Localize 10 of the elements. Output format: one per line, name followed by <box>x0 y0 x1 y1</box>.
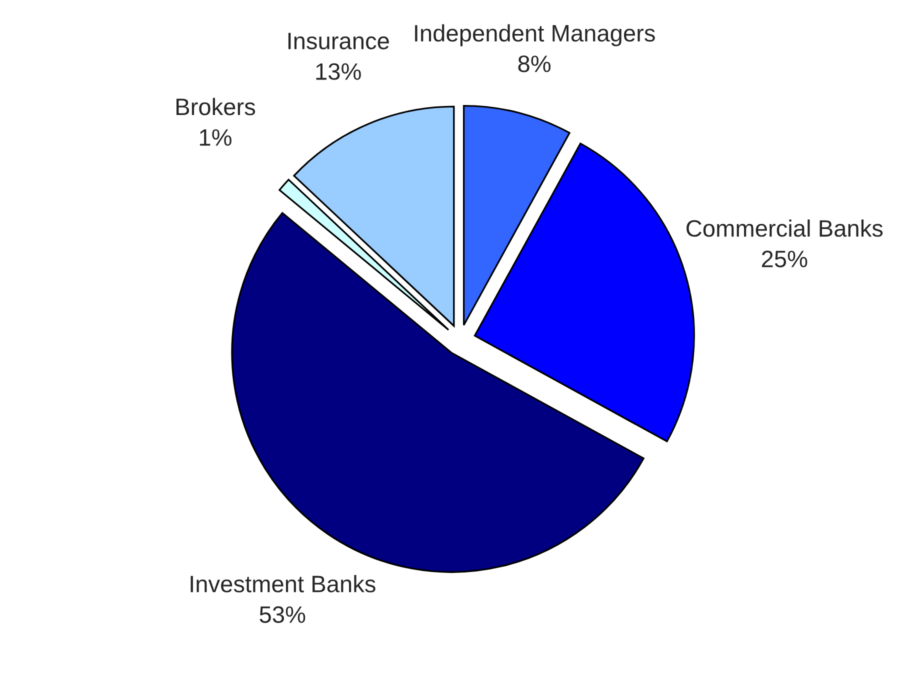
slice-label: Independent Managers <box>415 24 655 46</box>
data-label: 1% <box>200 129 232 146</box>
slice-label: Brokers <box>176 98 256 116</box>
slice-label: Commercial Banks <box>686 219 883 237</box>
slice-label: Insurance <box>288 32 389 50</box>
data-label: 8% <box>518 55 551 72</box>
data-label: 25% <box>762 250 808 268</box>
data-label: 53% <box>260 606 306 623</box>
data-label: 13% <box>316 63 361 80</box>
slice-label: Investment Banks <box>190 575 376 592</box>
